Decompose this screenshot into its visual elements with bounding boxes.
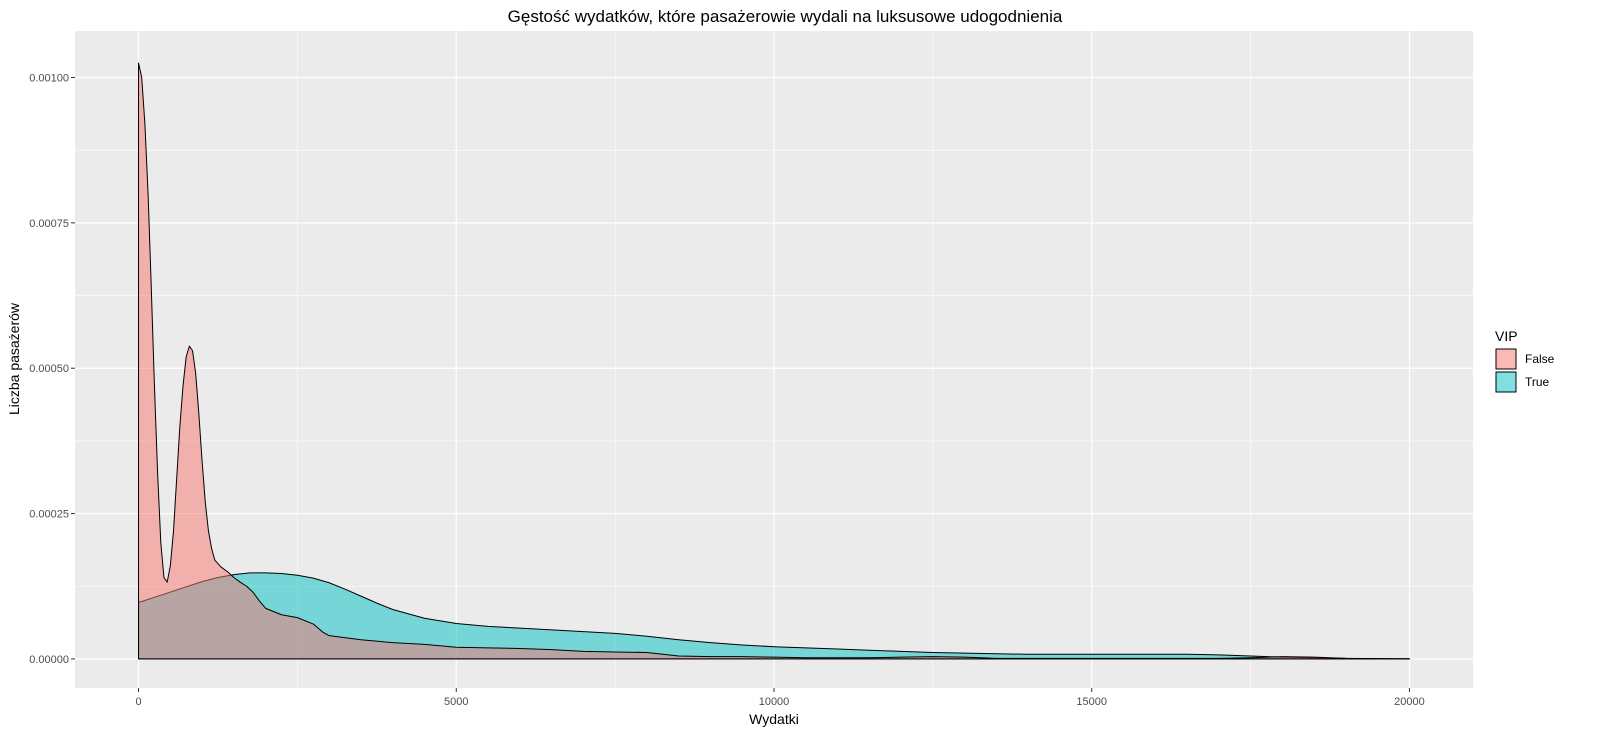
legend-label-true: True bbox=[1525, 375, 1550, 389]
y-tick-label: 0.00050 bbox=[29, 363, 69, 375]
density-areas bbox=[138, 62, 1410, 660]
y-tick-label: 0.00025 bbox=[29, 509, 69, 521]
y-tick-label: 0.00075 bbox=[29, 218, 69, 230]
x-axis-title: Wydatki bbox=[749, 711, 799, 727]
legend-item-false: False bbox=[1495, 348, 1555, 370]
x-tick-label: 15000 bbox=[1076, 696, 1107, 708]
chart-title: Gęstość wydatków, które pasażerowie wyda… bbox=[508, 7, 1063, 26]
x-tick-label: 0 bbox=[135, 696, 141, 708]
y-axis-ticks: 0.00000 0.00025 0.00050 0.00075 0.00100 bbox=[29, 73, 75, 666]
x-tick-label: 5000 bbox=[444, 696, 468, 708]
legend-label-false: False bbox=[1525, 352, 1555, 366]
y-tick-label: 0.00100 bbox=[29, 73, 69, 85]
legend: VIP False True bbox=[1495, 328, 1555, 393]
x-tick-label: 10000 bbox=[759, 696, 790, 708]
legend-item-true: True bbox=[1495, 371, 1550, 393]
legend-key-false bbox=[1495, 348, 1517, 370]
legend-title: VIP bbox=[1495, 328, 1518, 344]
legend-key-true bbox=[1495, 371, 1517, 393]
x-tick-label: 20000 bbox=[1394, 696, 1425, 708]
density-area-false bbox=[138, 62, 1410, 660]
x-axis-ticks: 0 5000 10000 15000 20000 bbox=[135, 688, 1425, 708]
y-axis-title: Liczba pasażerów bbox=[6, 302, 22, 415]
density-area-true bbox=[138, 572, 1410, 660]
y-tick-label: 0.00000 bbox=[29, 654, 69, 666]
